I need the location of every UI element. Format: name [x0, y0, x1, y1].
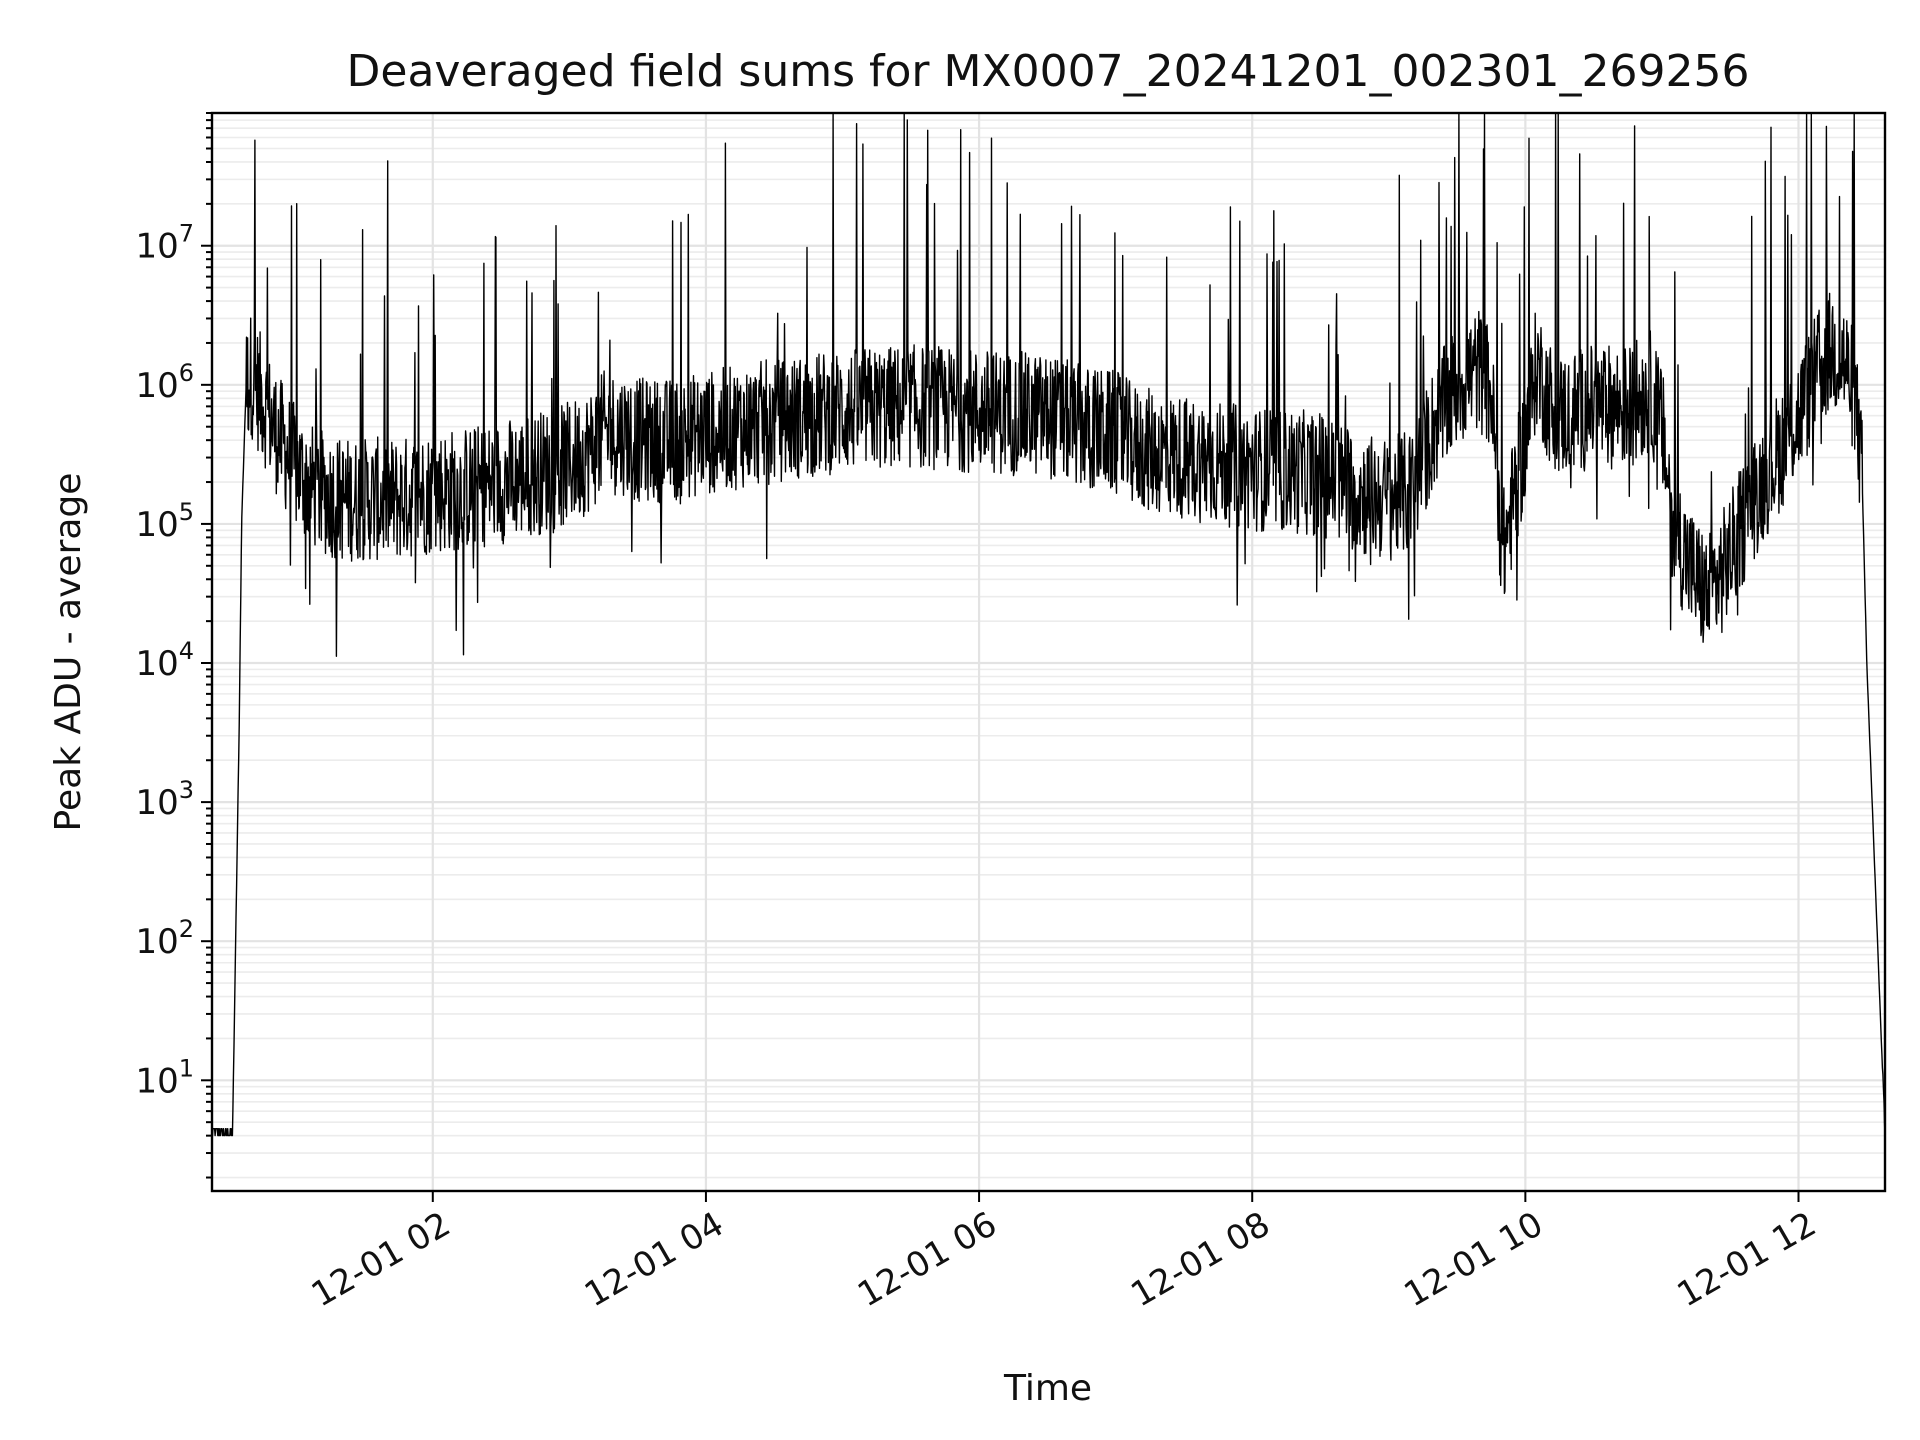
y-tick-label: 102	[135, 915, 194, 962]
x-tick-label: 12-01 02	[305, 1204, 457, 1315]
y-tick-label-exponent: 3	[179, 776, 194, 804]
x-tick-label: 12-01 08	[1124, 1204, 1276, 1315]
chart-title: Deaveraged field sums for MX0007_2024120…	[347, 46, 1750, 97]
y-tick-label-exponent: 1	[179, 1054, 194, 1082]
y-tick-label-base: 10	[135, 1061, 178, 1101]
y-tick-label-exponent: 5	[179, 498, 194, 526]
y-tick-label: 105	[135, 498, 194, 545]
y-tick-label: 107	[135, 220, 194, 267]
y-tick-label-exponent: 4	[179, 637, 194, 665]
x-tick-label: 12-01 10	[1397, 1204, 1549, 1315]
x-tick-label: 12-01 04	[578, 1204, 730, 1315]
y-tick-label: 106	[135, 359, 194, 406]
y-tick-label: 104	[135, 637, 194, 684]
y-tick-label: 101	[135, 1054, 194, 1101]
grid-lines	[212, 112, 1885, 1191]
data-series	[211, 112, 1886, 1137]
axes-frame	[210, 111, 1887, 1193]
y-tick-label-base: 10	[135, 783, 178, 823]
y-tick-label-exponent: 2	[179, 915, 194, 943]
y-tick-label-base: 10	[135, 922, 178, 962]
series-line	[211, 112, 1886, 1137]
y-tick-label-exponent: 6	[179, 359, 194, 387]
y-tick-label-base: 10	[135, 366, 178, 406]
x-tick-label: 12-01 06	[851, 1204, 1003, 1315]
y-tick-label-exponent: 7	[179, 220, 194, 248]
y-tick-label-base: 10	[135, 505, 178, 545]
y-tick-label-base: 10	[135, 644, 178, 684]
x-tick-label: 12-01 12	[1671, 1204, 1823, 1315]
x-axis-label: Time	[1003, 1368, 1092, 1409]
y-tick-label: 103	[135, 776, 194, 823]
y-tick-label-base: 10	[135, 227, 178, 267]
y-axis-label: Peak ADU - average	[48, 473, 89, 832]
